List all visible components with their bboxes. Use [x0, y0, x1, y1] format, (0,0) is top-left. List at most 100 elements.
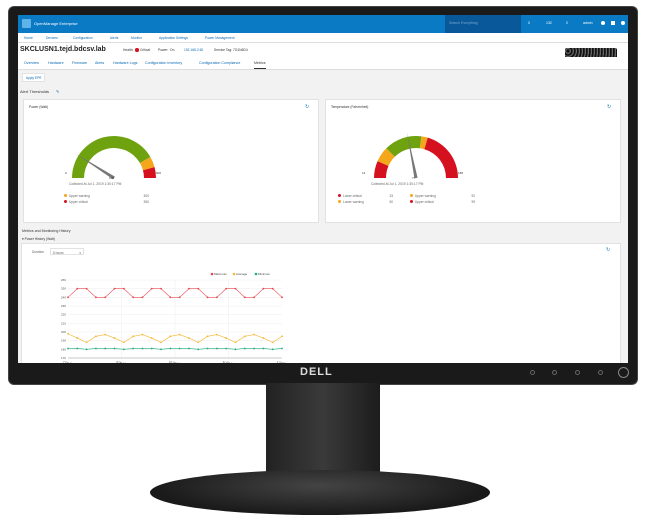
y-tick-label: 250 — [61, 287, 66, 291]
duration-label: Duration — [32, 250, 45, 254]
tab-firmware[interactable]: Firmware — [72, 61, 87, 65]
nav-devices[interactable]: Devices — [46, 36, 58, 40]
ip-link[interactable]: 192.168.2.60 — [184, 48, 204, 52]
data-point — [215, 296, 218, 299]
settings-icon[interactable] — [621, 21, 625, 25]
tab-configuration-inventory[interactable]: Configuration Inventory — [145, 61, 183, 65]
power-threshold-legend: Upper warning 500 Upper critical 550 — [64, 194, 149, 206]
data-point — [281, 296, 283, 299]
data-point — [95, 347, 97, 350]
y-tick-label: 240 — [61, 295, 66, 299]
monitor-button[interactable] — [575, 370, 580, 375]
y-tick-label: 190 — [61, 339, 66, 343]
help-icon[interactable] — [601, 21, 605, 25]
temperature-gauge — [374, 132, 458, 179]
data-point — [113, 347, 116, 350]
legend-label[interactable]: Average — [236, 272, 247, 276]
data-point — [197, 348, 200, 351]
data-point — [206, 347, 209, 350]
nav-power-management[interactable]: Power Management — [205, 36, 235, 40]
legend-label[interactable]: Minimum — [258, 272, 271, 276]
jobs-count[interactable]: 2 — [566, 21, 568, 25]
warning-dot — [338, 200, 341, 203]
data-point — [169, 347, 172, 350]
threshold-value: 550 — [143, 200, 149, 204]
data-point — [122, 287, 125, 290]
nav-monitor[interactable]: Monitor — [131, 36, 142, 40]
logout-icon[interactable] — [611, 21, 615, 25]
threshold-label: Upper warning — [415, 194, 436, 198]
flag-count[interactable]: 132 — [546, 21, 552, 25]
refresh-icon[interactable]: ↻ — [607, 104, 612, 110]
nav-application-settings[interactable]: Application Settings — [159, 36, 188, 40]
data-point — [243, 347, 246, 350]
nav-configuration[interactable]: Configuration — [73, 36, 93, 40]
critical-dot — [338, 194, 341, 197]
data-point — [225, 347, 228, 350]
nav-alerts[interactable]: Alerts — [110, 36, 119, 40]
power-collected: Collected At Jul 1, 2019 1:30:17 PM — [69, 182, 122, 186]
alerts-count[interactable]: 0 — [528, 21, 530, 25]
data-point — [271, 287, 274, 290]
data-point — [197, 341, 200, 344]
threshold-value: 33 — [389, 194, 393, 198]
edit-icon[interactable]: ✎ — [56, 89, 60, 94]
power-label: Power: — [158, 48, 169, 52]
data-point — [271, 348, 274, 351]
nav-home[interactable]: Home — [24, 36, 33, 40]
tab-hardware[interactable]: Hardware — [48, 61, 64, 65]
refresh-icon[interactable]: ↻ — [305, 104, 310, 110]
tab-configuration-compliance[interactable]: Configuration Compliance — [199, 61, 241, 65]
refresh-icon[interactable]: ↻ — [606, 247, 611, 253]
legend-marker — [232, 272, 236, 276]
x-tick-label: 10:00 AM — [169, 360, 183, 363]
power-button[interactable] — [618, 367, 629, 378]
warning-dot — [410, 194, 413, 197]
data-point — [262, 347, 265, 350]
data-point — [178, 296, 181, 299]
legend-label[interactable]: Maximum — [214, 272, 228, 276]
gauge-needle — [75, 153, 115, 180]
dell-logo: DELL — [300, 366, 333, 378]
main-nav: Home Devices Configuration Alerts Monito… — [18, 33, 628, 43]
x-tick-label: 1:00 PM — [276, 360, 288, 363]
power-value: 108 — [109, 176, 115, 180]
data-point — [225, 287, 228, 290]
data-point — [132, 335, 135, 338]
monitor-button[interactable] — [552, 370, 557, 375]
critical-icon — [135, 48, 139, 52]
power-history-card: Duration 6 hours ▾ ↻ 260 250 240 230 220 210 20… — [21, 243, 621, 363]
power-min: 0 — [65, 171, 67, 175]
tab-metrics[interactable]: Metrics — [254, 61, 266, 69]
data-point — [206, 335, 209, 338]
search-input[interactable]: Search Everything — [445, 15, 521, 33]
tab-alerts[interactable]: Alerts — [95, 61, 105, 65]
gauge-band — [142, 167, 156, 178]
threshold-row: Lower warning 50 — [338, 200, 393, 204]
monitor-button[interactable] — [598, 370, 603, 375]
threshold-value: 500 — [143, 194, 149, 198]
series-line-average — [67, 333, 283, 343]
power-history-toggle[interactable]: ▾ Power History (Watt) — [22, 237, 55, 241]
duration-select[interactable]: 6 hours ▾ — [50, 248, 84, 255]
threshold-row: Upper warning 500 — [64, 194, 149, 200]
series-line-minimum — [68, 348, 283, 350]
data-point — [253, 347, 255, 350]
data-point — [253, 333, 255, 336]
gauge-band — [419, 136, 428, 150]
data-point — [95, 335, 97, 338]
temperature-max: 158 — [458, 171, 464, 175]
data-point — [104, 296, 107, 299]
tab-hardware-logs[interactable]: Hardware Logs — [113, 61, 138, 65]
threshold-row: Upper critical 550 — [64, 200, 149, 206]
data-point — [85, 287, 88, 290]
data-point — [188, 337, 190, 339]
top-bar: OpenManage Enterprise Search Everything … — [18, 15, 628, 33]
apply-epr-button[interactable]: Apply EPR — [22, 73, 46, 82]
y-tick-label: 200 — [61, 330, 66, 334]
monitor-button[interactable] — [530, 370, 535, 375]
user-menu[interactable]: admin — [583, 21, 593, 25]
tab-overview[interactable]: Overview — [24, 61, 39, 65]
data-point — [253, 296, 255, 299]
temperature-card: Temperature (Fahrenheit) ↻ 14 158 77 Col… — [325, 99, 621, 223]
